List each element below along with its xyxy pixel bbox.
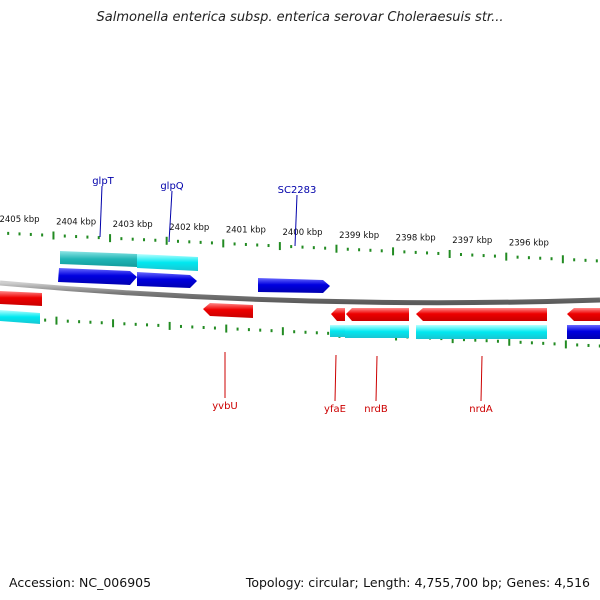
gene-label-glpT[interactable]: glpT — [92, 176, 114, 187]
label-leader-glpQ — [168, 190, 173, 243]
genes-count-text: Genes: 4,516 — [506, 575, 590, 590]
label-leader-SC2283 — [294, 194, 298, 247]
label-leader-nrdB — [375, 355, 378, 402]
accession-text: Accession: NC_006905 — [9, 575, 152, 590]
gene-arrow-forward[interactable] — [58, 268, 137, 285]
genome-title: Salmonella enterica subsp. enterica sero… — [96, 10, 504, 25]
cds-feature[interactable] — [0, 310, 40, 324]
kbp-label: 2401 kbp — [226, 225, 266, 235]
gene-arrow-forward[interactable] — [567, 325, 600, 339]
kbp-label: 2397 kbp — [452, 236, 492, 246]
gene-arrow-reverse[interactable] — [0, 291, 42, 306]
kbp-label: 2396 kbp — [509, 239, 549, 249]
topology-text: Topology: circular; — [245, 575, 359, 590]
label-leader-glpT — [99, 185, 103, 238]
cds-feature[interactable] — [137, 254, 198, 271]
kbp-label: 2399 kbp — [339, 231, 379, 241]
kbp-label: 2400 kbp — [282, 228, 322, 238]
gene-arrow-forward[interactable] — [137, 272, 197, 288]
outer-tick-marks — [7, 231, 598, 264]
gene-label-yvbU[interactable]: yvbU — [212, 401, 238, 412]
gene-label-nrdB[interactable]: nrdB — [364, 404, 388, 415]
gene-arrow-reverse[interactable] — [567, 308, 600, 321]
length-text: Length: 4,755,700 bp; — [363, 575, 503, 590]
kbp-label: 2402 kbp — [169, 223, 209, 233]
gene-label-glpQ[interactable]: glpQ — [160, 181, 183, 192]
kbp-label: 2403 kbp — [113, 220, 153, 230]
genome-backbone — [0, 280, 600, 306]
cds-feature[interactable] — [416, 325, 547, 339]
gene-label-SC2283[interactable]: SC2283 — [278, 185, 317, 196]
label-leader-nrdA — [480, 355, 483, 402]
gene-arrow-reverse[interactable] — [331, 308, 345, 321]
kbp-label: 2404 kbp — [56, 218, 96, 228]
gene-arrow-reverse[interactable] — [416, 308, 547, 321]
gene-arrow-reverse[interactable] — [203, 303, 253, 318]
gene-arrow-reverse[interactable] — [346, 308, 409, 321]
label-leader-yfaE — [334, 354, 337, 402]
kbp-label: 2398 kbp — [396, 233, 436, 243]
kbp-scale-labels: 2405 kbp 2404 kbp 2403 kbp 2402 kbp 2401 kbp… — [0, 215, 549, 249]
kbp-label: 2405 kbp — [0, 215, 40, 225]
cds-feature[interactable] — [60, 251, 137, 267]
cds-feature[interactable] — [345, 325, 409, 338]
gene-label-yfaE[interactable]: yfaE — [324, 404, 346, 415]
gene-label-nrdA[interactable]: nrdA — [469, 404, 493, 415]
gene-arrow-forward[interactable] — [258, 278, 330, 293]
cds-feature[interactable] — [330, 325, 345, 337]
genome-stats: Topology: circular; Length: 4,755,700 bp;… — [246, 575, 590, 590]
